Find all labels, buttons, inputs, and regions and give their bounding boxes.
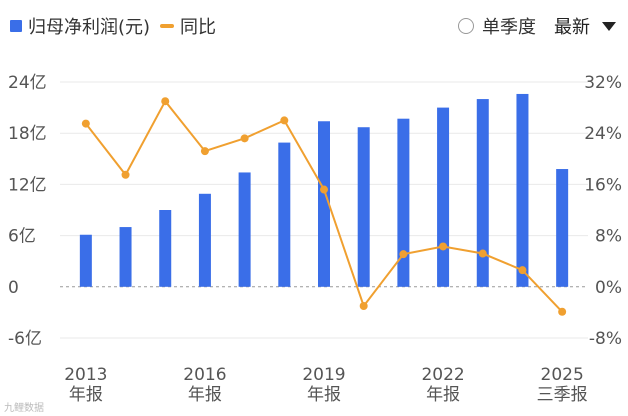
y-right-tick: 0% <box>595 278 622 298</box>
yoy-point <box>478 249 487 258</box>
profit-bar <box>318 121 330 287</box>
x-tick-label: 三季报 <box>537 385 588 405</box>
x-tick-label: 2025 <box>541 365 584 385</box>
yoy-point <box>558 307 567 316</box>
profit-bar <box>159 210 172 287</box>
y-right-tick: -8% <box>589 329 622 349</box>
quarterly-toggle-label: 单季度 <box>482 17 536 38</box>
watermark: 九鲤数据 <box>4 403 44 414</box>
chart-legend: 归母净利润(元) 同比 <box>10 10 216 42</box>
profit-bar <box>238 172 251 287</box>
x-tick-label: 年报 <box>426 385 460 405</box>
legend-item-yoy[interactable]: 同比 <box>160 13 216 39</box>
chart-controls: 单季度 最新 <box>458 10 616 42</box>
radio-icon <box>458 18 474 34</box>
yoy-point <box>439 242 448 251</box>
x-tick-label: 年报 <box>188 385 222 405</box>
y-right-tick: 16% <box>584 175 622 195</box>
caret-down-icon <box>602 21 616 31</box>
x-tick-label: 2013 <box>64 365 107 385</box>
y-left-tick: 0 <box>8 278 19 298</box>
profit-bar <box>357 127 370 287</box>
period-dropdown-label: 最新 <box>554 17 590 38</box>
y-left-tick: 18亿 <box>8 124 47 144</box>
bar-swatch-icon <box>10 20 22 32</box>
profit-bar <box>119 227 132 287</box>
profit-bar <box>556 169 569 287</box>
legend-yoy-label: 同比 <box>180 17 217 38</box>
period-dropdown[interactable]: 最新 <box>554 13 616 39</box>
yoy-point <box>280 116 289 125</box>
profit-bar <box>198 193 211 287</box>
profit-bar <box>437 107 450 287</box>
yoy-point <box>320 185 328 194</box>
x-tick-label: 年报 <box>307 385 341 405</box>
y-right-tick: 8% <box>595 227 622 247</box>
yoy-point <box>121 170 130 179</box>
yoy-point <box>399 250 408 259</box>
legend-item-profit[interactable]: 归母净利润(元) <box>10 13 150 39</box>
y-left-tick: 24亿 <box>8 73 47 93</box>
yoy-point <box>518 266 527 275</box>
profit-bar <box>397 118 410 287</box>
yoy-point <box>200 147 209 156</box>
y-left-tick: 6亿 <box>8 227 36 247</box>
yoy-point <box>240 134 249 143</box>
y-right-tick: 32% <box>584 73 622 93</box>
x-tick-label: 年报 <box>69 385 103 405</box>
yoy-point <box>81 119 90 128</box>
line-swatch-icon <box>160 24 175 28</box>
profit-bar <box>278 142 291 287</box>
legend-profit-label: 归母净利润(元) <box>28 17 151 38</box>
x-tick-label: 2016 <box>183 365 226 385</box>
y-left-tick: -6亿 <box>8 329 42 349</box>
profit-bar <box>476 99 489 287</box>
y-right-tick: 24% <box>584 124 622 144</box>
quarterly-toggle[interactable]: 单季度 <box>458 13 536 39</box>
y-left-tick: 12亿 <box>8 175 47 195</box>
yoy-point <box>359 302 368 310</box>
profit-bar <box>79 234 92 287</box>
x-tick-label: 2019 <box>302 365 345 385</box>
x-tick-label: 2022 <box>421 365 464 385</box>
profit-bar <box>516 93 529 287</box>
yoy-point <box>161 97 170 106</box>
